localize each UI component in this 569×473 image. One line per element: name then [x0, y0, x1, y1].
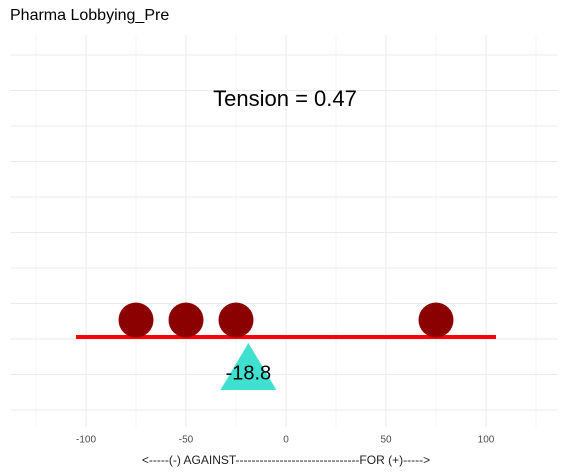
x-axis-label: <-----(-) AGAINST-----------------------…	[142, 453, 430, 467]
x-tick-label: 0	[283, 435, 289, 446]
x-tick-label: -50	[179, 435, 194, 446]
fulcrum	[220, 343, 277, 390]
x-tick-label: 50	[380, 435, 392, 446]
fulcrum-label: -18.8	[226, 362, 272, 384]
x-tick-label: -100	[76, 435, 96, 446]
x-tick-label: 100	[478, 435, 495, 446]
point	[418, 302, 454, 338]
chart-title: Pharma Lobbying_Pre	[10, 7, 169, 24]
annotation: Tension = 0.47	[213, 86, 357, 111]
point	[218, 302, 254, 338]
point	[118, 302, 154, 338]
point	[168, 302, 204, 338]
